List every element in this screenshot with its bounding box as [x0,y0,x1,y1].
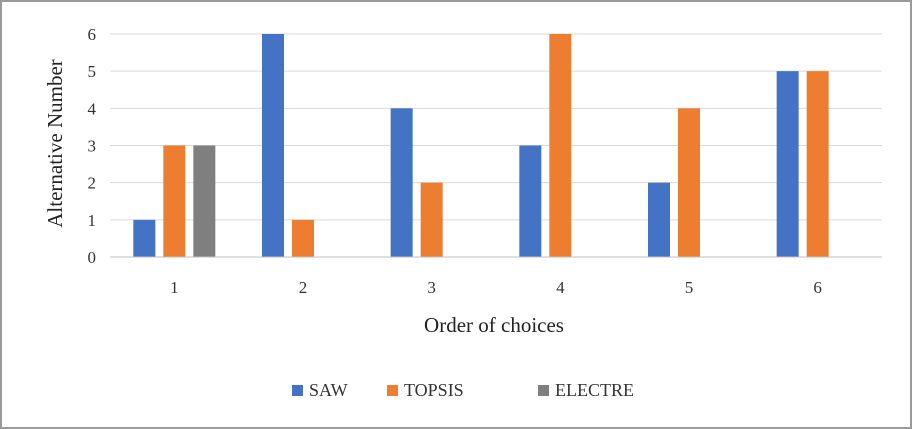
y-tick-label: 1 [88,211,97,230]
y-tick-label: 5 [88,62,97,81]
gridlines [110,33,882,221]
y-tick-label: 0 [88,248,97,267]
y-tick-label: 4 [88,99,97,118]
bar-topsis-1 [163,145,186,257]
bars [133,34,829,258]
bar-saw-6 [776,71,799,258]
legend-swatch-saw [292,385,303,396]
legend-label-electre: ELECTRE [555,380,634,400]
x-tick-label: 2 [299,278,308,297]
bar-saw-4 [519,145,542,257]
bar-topsis-4 [549,34,572,257]
y-tick-label: 6 [88,25,97,44]
bar-saw-5 [648,182,670,257]
y-tick-label: 2 [88,174,97,193]
bar-topsis-6 [806,71,829,258]
bar-topsis-5 [678,108,700,257]
x-axis-title: Order of choices [424,313,564,337]
legend-swatch-electre [538,385,549,396]
bar-topsis-3 [420,182,443,257]
bar-electre-1 [193,145,216,257]
y-tick-labels: 0 1 2 3 4 5 6 [88,25,97,267]
x-tick-label: 3 [427,278,436,297]
x-tick-labels: 1 2 3 4 5 6 [170,278,822,297]
y-axis-title: Alternative Number [43,59,67,228]
bar-topsis-2 [292,219,314,257]
legend-label-topsis: TOPSIS [404,380,464,400]
x-tick-label: 5 [685,278,694,297]
bar-saw-3 [390,108,413,257]
x-tick-label: 1 [170,278,179,297]
bar-saw-1 [133,219,156,257]
legend-swatch-topsis [387,385,398,396]
legend-label-saw: SAW [309,380,348,400]
bar-saw-2 [262,34,284,257]
y-tick-label: 3 [88,137,97,156]
x-tick-label: 4 [556,278,565,297]
legend: SAW TOPSIS ELECTRE [292,380,634,400]
x-tick-label: 6 [813,278,822,297]
